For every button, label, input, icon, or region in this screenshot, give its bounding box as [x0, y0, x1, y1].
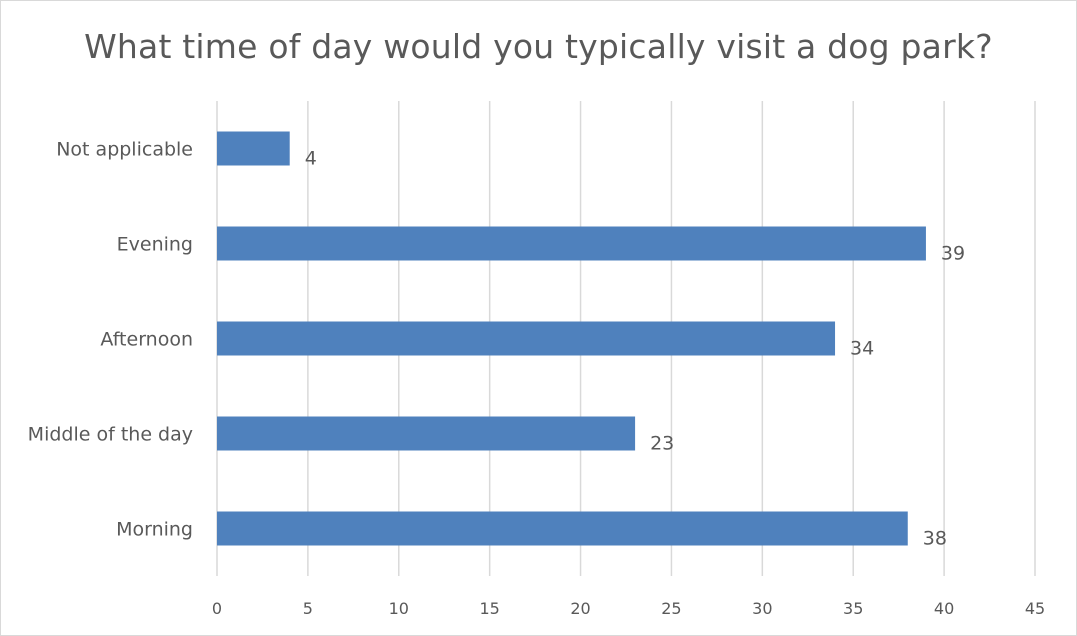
- bar: [217, 511, 908, 546]
- bar: [217, 416, 636, 451]
- x-tick-label: 15: [479, 599, 499, 618]
- category-label: Evening: [117, 234, 193, 256]
- data-label: 23: [650, 433, 674, 455]
- x-tick-label: 35: [843, 599, 863, 618]
- x-tick-label: 10: [389, 599, 409, 618]
- data-label: 34: [850, 338, 874, 360]
- x-tick-label: 5: [303, 599, 313, 618]
- x-tick-label: 20: [570, 599, 590, 618]
- bar: [217, 131, 290, 166]
- category-label: Not applicable: [56, 139, 193, 161]
- bars: [217, 131, 926, 546]
- data-label: 4: [305, 148, 317, 170]
- bar: [217, 226, 926, 261]
- chart-title: What time of day would you typically vis…: [84, 27, 993, 66]
- data-label: 38: [923, 528, 947, 550]
- x-tick-label: 0: [212, 599, 222, 618]
- x-tick-label: 45: [1025, 599, 1045, 618]
- category-label: Afternoon: [100, 329, 193, 351]
- data-labels: 4 39 34 23 38: [305, 148, 965, 550]
- category-label: Middle of the day: [28, 424, 193, 446]
- bar: [217, 321, 836, 356]
- x-tick-label: 30: [752, 599, 772, 618]
- tick-labels: 0 5 10 15 20 25 30 35 40 45: [212, 599, 1045, 618]
- x-tick-label: 25: [661, 599, 681, 618]
- category-label: Morning: [116, 519, 193, 541]
- category-labels: Not applicable Evening Afternoon Middle of …: [28, 139, 193, 541]
- x-tick-label: 40: [934, 599, 954, 618]
- data-label: 39: [941, 243, 965, 265]
